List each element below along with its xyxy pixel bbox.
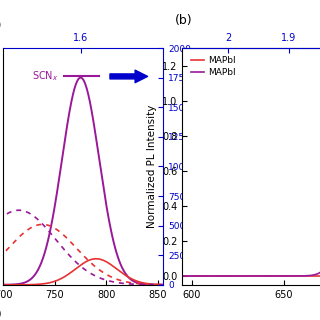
Legend: MAPbI, MAPbI: MAPbI, MAPbI — [187, 52, 240, 80]
Text: nm): nm) — [0, 308, 2, 318]
Y-axis label: PL Intensity: PL Intensity — [192, 136, 202, 197]
Text: SCN$_x$: SCN$_x$ — [32, 69, 59, 83]
Y-axis label: Normalized PL Intensity: Normalized PL Intensity — [147, 105, 156, 228]
Text: (b): (b) — [174, 14, 192, 27]
Text: (eV): (eV) — [0, 19, 2, 29]
